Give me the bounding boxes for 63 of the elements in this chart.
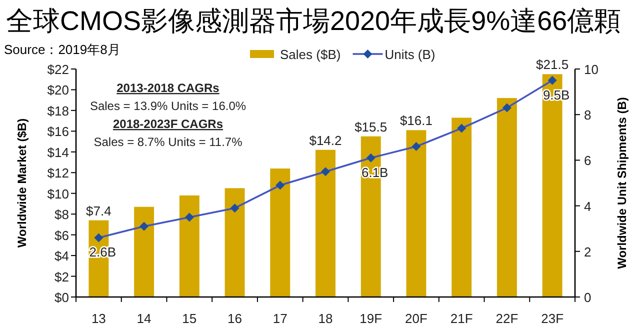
data-label: $15.5: [354, 119, 388, 134]
y2-axis-title: Worldwide Unit Shipments (B): [615, 97, 629, 269]
x-tick-label: 23F: [541, 311, 564, 326]
x-tick-label: 13: [91, 311, 106, 326]
bar: [179, 195, 200, 297]
bar: [224, 188, 245, 297]
bar: [406, 130, 426, 297]
legend-label: Sales ($B): [280, 47, 341, 62]
point: [184, 212, 194, 222]
x-tick-label: 15: [182, 311, 197, 326]
y-tick-label: $18: [47, 103, 69, 118]
data-label: $21.5: [536, 57, 569, 72]
y2-tick-label: 4: [584, 198, 592, 214]
x-tick-label: 22F: [496, 311, 518, 326]
data-label: $16.1: [400, 113, 432, 128]
chart-title: 全球CMOS影像感測器市場2020年成長9%達66億顆: [6, 6, 622, 36]
x-tick-label: 19F: [360, 311, 382, 326]
x-tick-label: 18: [318, 311, 333, 326]
annotation: 2018-2023F CAGRs: [112, 117, 224, 131]
legend-label: Units (B): [384, 47, 436, 62]
point: [457, 124, 466, 133]
x-tick-label: 14: [136, 311, 152, 326]
y-tick-label: $12: [47, 166, 69, 181]
y2-tick-label: 2: [584, 244, 592, 260]
point: [230, 204, 240, 213]
point: [412, 142, 421, 152]
y2-tick-label: 6: [584, 153, 592, 168]
y-tick-label: $22: [47, 62, 69, 77]
point: [321, 167, 330, 176]
bar: [270, 168, 290, 297]
y-tick-label: $4: [54, 248, 69, 264]
point: [94, 233, 104, 242]
y-tick-label: $6: [54, 228, 69, 243]
bar: [496, 98, 517, 297]
point: [548, 76, 557, 85]
data-label: $14.2: [309, 132, 342, 148]
y-tick-label: $8: [54, 207, 69, 222]
x-tick-label: 20F: [405, 311, 428, 326]
x-tick-label: 21F: [450, 311, 473, 326]
y-tick-label: $14: [47, 144, 69, 160]
x-tick-label: 17: [272, 311, 288, 326]
data-label: $7.4: [86, 203, 112, 218]
y-tick-label: $16: [47, 124, 69, 140]
point: [140, 222, 149, 231]
annotation: 2013-2018 CAGRs: [116, 81, 220, 95]
y-tick-label: $10: [47, 186, 69, 202]
annotation: Sales = 13.9% Units = 16.0%: [90, 99, 246, 113]
y2-tick-label: 8: [584, 108, 592, 123]
bar: [134, 206, 154, 297]
x-tick-label: 16: [228, 311, 242, 326]
y-tick-label: $20: [47, 82, 69, 98]
y2-tick-label: 10: [584, 62, 598, 77]
point: [276, 180, 285, 190]
source-note: Source：2019年8月: [4, 42, 120, 57]
y2-tick-label: 0: [584, 290, 592, 305]
y-tick-label: $0: [54, 290, 69, 305]
y-tick-label: $2: [54, 269, 69, 284]
annotation: Sales = 8.7% Units = 11.7%: [94, 135, 243, 149]
point: [502, 103, 512, 112]
point: [366, 153, 376, 162]
y-axis-title: Worldwide Market ($B): [15, 118, 29, 248]
bar: [316, 150, 336, 297]
bar: [452, 118, 472, 297]
